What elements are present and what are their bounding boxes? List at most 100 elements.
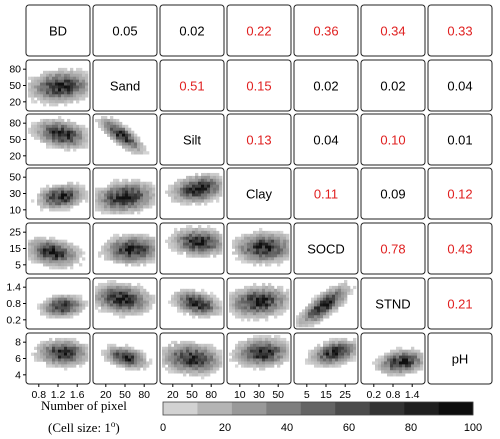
density-cell [177, 245, 181, 249]
density-cell [183, 370, 187, 374]
density-cell [350, 340, 354, 345]
density-cell [125, 303, 129, 307]
density-cell [95, 303, 99, 307]
density-cell [73, 343, 77, 348]
density-cell [277, 358, 281, 362]
density-cell [64, 361, 68, 365]
diagonal-panel-bd: BD [25, 4, 91, 57]
density-cell [204, 291, 208, 295]
density-cell [128, 187, 132, 191]
density-cell [70, 343, 74, 348]
density-cell [55, 118, 59, 123]
y-tick-label: 1.4 [6, 282, 21, 294]
density-cell [85, 300, 89, 304]
density-cell [186, 306, 190, 310]
density-cell [73, 251, 77, 255]
density-cell [338, 294, 342, 298]
density-cell [420, 367, 424, 371]
density-cell [113, 236, 117, 240]
density-cell [55, 263, 59, 267]
density-cell [180, 300, 184, 304]
density-cell [79, 94, 83, 98]
density-panel-ph-vs-socd [293, 332, 359, 385]
density-cell [335, 309, 339, 313]
density-cell [28, 254, 32, 258]
density-cell [116, 285, 120, 290]
density-cell [70, 337, 74, 342]
density-cell [58, 82, 62, 86]
density-cell [314, 361, 318, 365]
density-cell [259, 300, 263, 304]
density-cell [213, 370, 217, 374]
density-cell [46, 133, 50, 137]
density-cell [101, 121, 105, 126]
density-cell [113, 208, 117, 212]
density-cell [283, 251, 287, 255]
density-cell [210, 196, 214, 200]
density-cell [213, 303, 217, 307]
density-cell [286, 340, 290, 345]
density-cell [177, 196, 181, 200]
density-cell [204, 239, 208, 243]
density-cell [344, 282, 348, 287]
density-cell [43, 73, 47, 77]
density-cell [40, 136, 44, 140]
density-cell [131, 202, 135, 206]
density-cell [140, 196, 144, 200]
density-cell [122, 205, 126, 209]
density-cell [43, 202, 47, 206]
density-cell [192, 233, 196, 238]
density-cell [125, 361, 129, 365]
density-cell [40, 245, 44, 249]
density-cell [253, 233, 257, 238]
density-cell [137, 251, 141, 255]
density-cell [174, 193, 178, 197]
density-cell [110, 355, 114, 359]
density-cell [79, 199, 83, 203]
density-cell [253, 358, 257, 362]
density-cell [189, 202, 193, 206]
density-cell [119, 251, 123, 255]
density-cell [216, 297, 220, 301]
density-cell [262, 257, 266, 261]
density-cell [149, 300, 153, 304]
density-cell [140, 358, 144, 362]
density-cell [67, 142, 71, 146]
density-cell [265, 236, 269, 240]
density-cell [244, 306, 248, 310]
density-cell [201, 315, 205, 319]
density-cell [104, 294, 108, 298]
density-cell [256, 285, 260, 290]
x-axis-clay: 10 30 50 [234, 384, 284, 401]
density-cell [198, 370, 202, 374]
density-cell [79, 254, 83, 258]
density-cell [98, 291, 102, 295]
density-cell [171, 349, 175, 353]
panel-frame [226, 4, 292, 57]
density-cell [314, 294, 318, 298]
density-cell [198, 361, 202, 365]
density-cell [52, 130, 56, 134]
density-cell [67, 208, 71, 212]
x-axis-socd: 5 15 25 [304, 384, 351, 401]
density-cell [250, 297, 254, 301]
density-cell [40, 340, 44, 345]
density-cell [52, 184, 56, 188]
density-cell [247, 352, 251, 356]
density-cell [40, 239, 44, 243]
density-cell [335, 285, 339, 290]
density-cell [402, 355, 406, 359]
density-cell [183, 291, 187, 295]
colorbar: 0 20 40 60 80 100 [160, 401, 482, 434]
density-cell [134, 242, 138, 246]
density-cell [302, 309, 306, 313]
density-cell [58, 79, 62, 83]
density-cell [329, 288, 333, 293]
density-cell [350, 349, 354, 353]
density-cell [262, 355, 266, 359]
density-cell [76, 76, 80, 80]
density-cell [49, 297, 53, 301]
density-cell [131, 291, 135, 295]
density-cell [137, 236, 141, 240]
correlation-value: 0.12 [447, 187, 472, 202]
